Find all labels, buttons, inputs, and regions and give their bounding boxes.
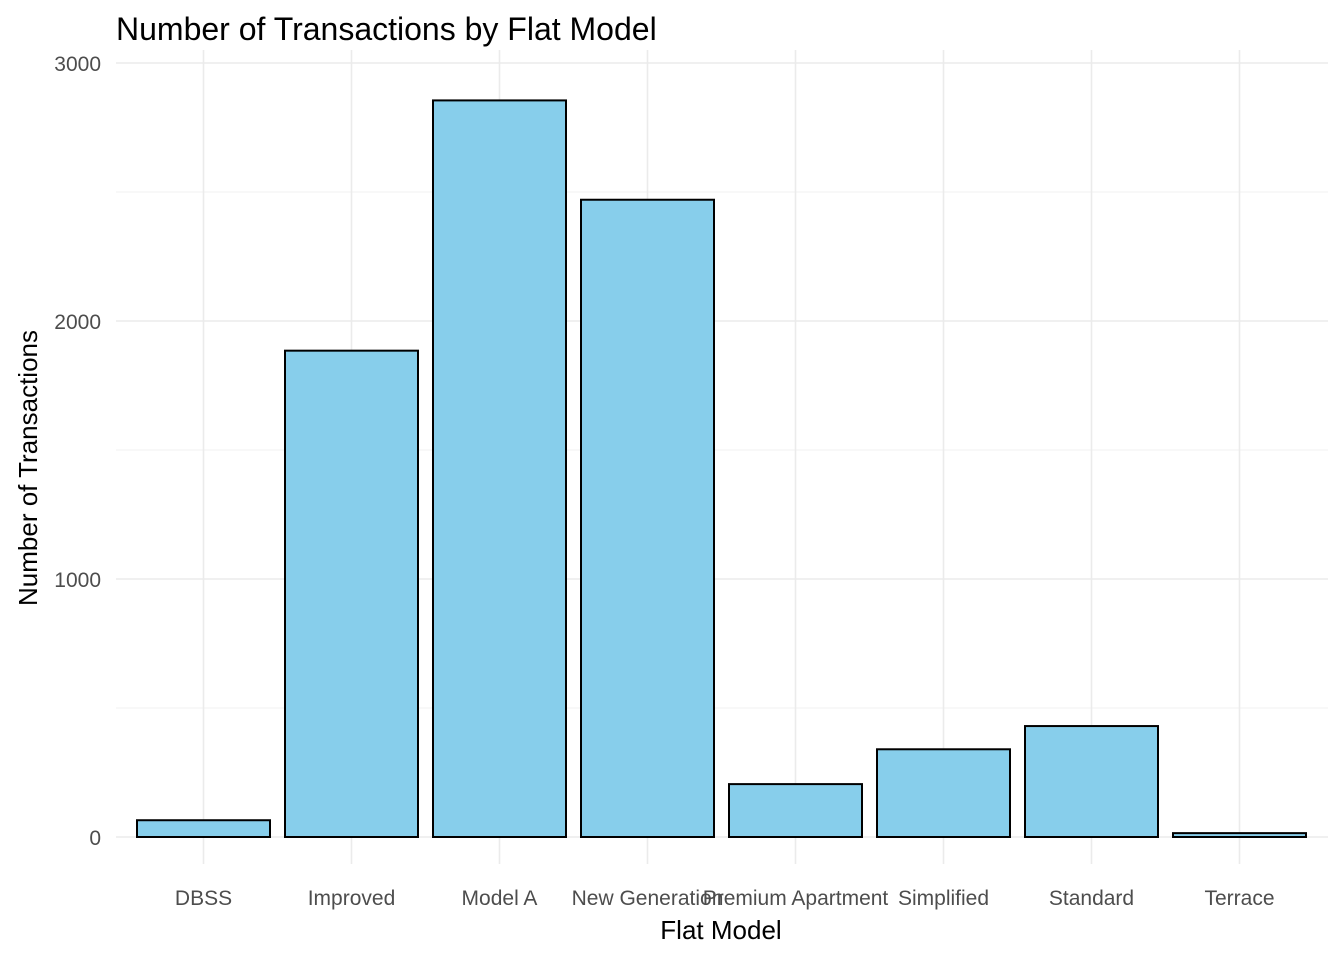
y-axis-ticks: 0 1000 2000 3000 <box>54 53 101 850</box>
x-axis-title: Flat Model <box>660 915 781 945</box>
y-axis-title: Number of Transactions <box>13 330 43 606</box>
y-tick-label: 3000 <box>54 53 101 76</box>
x-tick-label: DBSS <box>175 887 232 910</box>
chart-title: Number of Transactions by Flat Model <box>116 11 657 47</box>
y-tick-label: 1000 <box>54 569 101 592</box>
bar-terrace <box>1172 832 1307 839</box>
x-tick-label: Standard <box>1049 887 1134 910</box>
x-tick-label: Simplified <box>898 887 989 910</box>
x-tick-label: Improved <box>308 887 396 910</box>
x-tick-label: Model A <box>462 887 538 910</box>
bar-premium-apartment <box>728 783 863 838</box>
x-tick-label: New Generation <box>572 887 724 910</box>
bars <box>136 99 1307 839</box>
bar-improved <box>284 349 419 838</box>
y-tick-label: 0 <box>89 827 101 850</box>
x-tick-label: Terrace <box>1204 887 1274 910</box>
y-tick-label: 2000 <box>54 311 101 334</box>
bar-simplified <box>876 748 1011 839</box>
bar-new-generation <box>580 198 715 839</box>
x-tick-label: Premium Apartment <box>703 887 889 910</box>
bar-dbss <box>136 819 271 838</box>
x-axis-ticks: DBSS Improved Model A New GenerationPremium… <box>175 887 1275 910</box>
bar-standard <box>1024 725 1159 838</box>
bar-model-a <box>432 99 567 839</box>
